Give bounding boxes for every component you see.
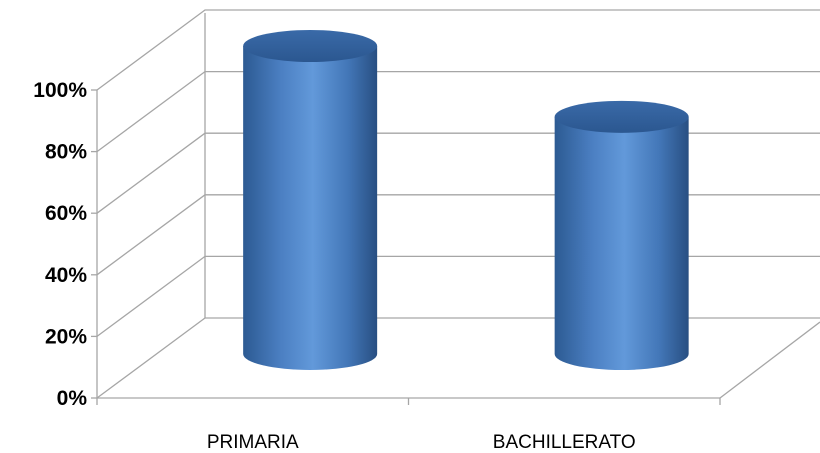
gridline — [96, 70, 820, 153]
y-tick-label: 60% — [45, 202, 87, 225]
bar-body — [554, 116, 689, 370]
bar-primaria — [243, 30, 378, 370]
gridline — [96, 9, 820, 91]
y-axis-ticks: 0% 20% 40% 60% 80% 100% — [33, 79, 97, 410]
y-tick-label: 80% — [45, 141, 87, 164]
x-tick-label: BACHILLERATO — [493, 432, 636, 453]
y-tick-label: 20% — [45, 325, 87, 348]
bars — [243, 30, 689, 370]
x-axis-ticks: PRIMARIA BACHILLERATO — [96, 398, 721, 453]
bar-bachillerato — [554, 100, 689, 370]
chart-walls — [96, 13, 820, 399]
floor-left-edge — [96, 317, 206, 399]
x-tick-label: PRIMARIA — [207, 432, 299, 453]
y-tick-label: 0% — [57, 387, 88, 410]
bar-body — [243, 46, 378, 370]
y-tick-label: 100% — [33, 79, 87, 102]
bar-top — [243, 30, 378, 62]
bar-top — [554, 100, 689, 133]
floor-right-edge — [719, 321, 820, 399]
y-tick-label: 40% — [45, 264, 87, 287]
